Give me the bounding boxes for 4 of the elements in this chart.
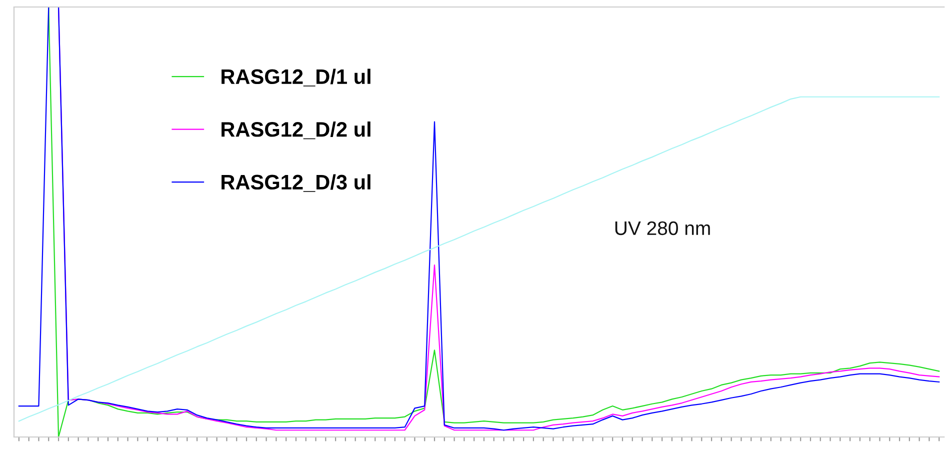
legend-label: RASG12_D/3 ul <box>222 174 370 192</box>
annotation: UV 280 nm <box>615 221 710 236</box>
legend-label: RASG12_D/1 ul <box>222 68 370 86</box>
legend-label: RASG12_D/2 ul <box>222 122 370 140</box>
